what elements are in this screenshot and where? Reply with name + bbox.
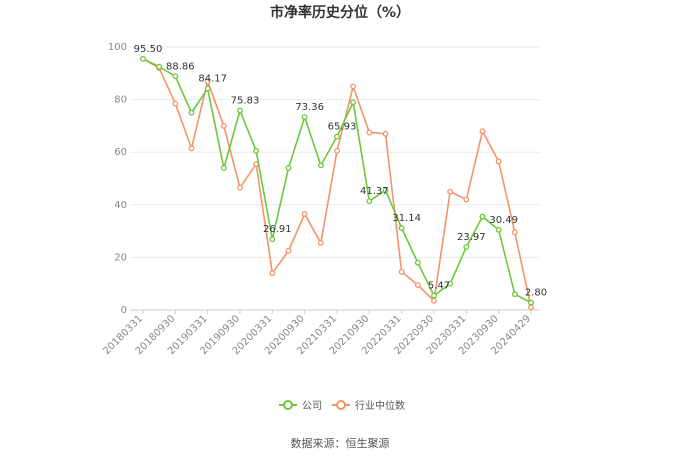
industry-point	[447, 188, 454, 195]
y-tick-label: 0	[121, 305, 127, 316]
data-label: 2.80	[525, 288, 547, 299]
company-point	[447, 280, 454, 287]
industry-point	[463, 196, 470, 203]
industry-point	[528, 304, 534, 311]
industry-point	[188, 145, 195, 152]
y-tick-label: 20	[114, 252, 127, 263]
company-point	[237, 107, 243, 114]
industry-series	[140, 55, 534, 311]
industry-point	[495, 158, 502, 165]
company-point	[301, 114, 308, 121]
industry-point	[414, 282, 421, 288]
company-point	[431, 292, 437, 299]
company-point	[253, 147, 260, 154]
company-point	[511, 291, 518, 298]
data-label: 73.36	[295, 102, 324, 113]
data-label: 88.86	[166, 61, 195, 72]
industry-point	[220, 122, 227, 129]
x-axis: 2018033120180930201903312019093020200331…	[101, 309, 540, 357]
company-series	[140, 55, 534, 306]
industry-line	[142, 58, 532, 308]
company-point	[366, 198, 373, 205]
company-point	[479, 213, 486, 220]
legend-industry-label: 行业中位数	[355, 399, 405, 412]
data-label: 95.50	[134, 44, 163, 55]
legend-item-industry[interactable]: 行业中位数	[332, 399, 405, 412]
legend[interactable]: 公司 行业中位数	[279, 399, 405, 412]
industry-point	[269, 270, 276, 277]
industry-point	[479, 128, 486, 135]
company-point	[398, 225, 405, 232]
company-point	[317, 162, 324, 169]
y-tick-label: 80	[114, 95, 127, 106]
company-point	[528, 299, 534, 306]
y-tick-label: 60	[114, 147, 127, 158]
company-line	[142, 58, 532, 304]
industry-point	[382, 130, 389, 137]
company-point	[463, 244, 470, 250]
company-point	[220, 165, 227, 171]
y-axis: 0 20 40 60 80 100	[108, 42, 127, 316]
data-label: 65.93	[328, 122, 357, 133]
data-label: 30.49	[489, 215, 518, 226]
company-point	[414, 259, 421, 266]
data-label: 84.17	[198, 74, 227, 85]
industry-point	[204, 78, 211, 85]
company-point	[204, 85, 211, 92]
industry-point	[172, 100, 179, 107]
industry-point	[350, 83, 357, 90]
company-point	[188, 109, 195, 116]
data-label: 5.47	[428, 281, 450, 292]
company-point	[140, 55, 146, 62]
y-tick-label: 100	[108, 42, 127, 53]
industry-point	[511, 229, 518, 236]
legend-item-company[interactable]: 公司	[279, 400, 322, 412]
industry-point	[398, 268, 405, 275]
company-point	[495, 226, 502, 233]
data-label: 31.14	[392, 213, 421, 224]
legend-industry-marker	[336, 400, 346, 410]
company-point	[382, 187, 389, 194]
legend-company-marker	[283, 400, 293, 410]
company-point	[285, 165, 292, 171]
data-label: 26.91	[263, 224, 292, 235]
data-label: 75.83	[231, 96, 260, 107]
industry-point	[317, 239, 324, 246]
source-note: 数据来源：恒生聚源	[291, 436, 390, 450]
industry-point	[285, 247, 292, 254]
company-point	[334, 133, 340, 140]
company-point	[269, 236, 276, 243]
industry-point	[431, 297, 437, 304]
company-point	[156, 63, 163, 70]
industry-point	[301, 211, 308, 217]
industry-point	[366, 129, 373, 136]
industry-point	[334, 147, 340, 154]
chart-title: 市净率历史分位（%）	[270, 4, 410, 21]
legend-company-label: 公司	[302, 401, 322, 412]
data-label: 41.37	[360, 186, 389, 197]
company-point	[172, 73, 179, 80]
company-point	[350, 99, 357, 106]
data-label: 23.97	[457, 232, 486, 243]
y-tick-label: 40	[114, 200, 127, 211]
industry-point	[237, 184, 243, 191]
